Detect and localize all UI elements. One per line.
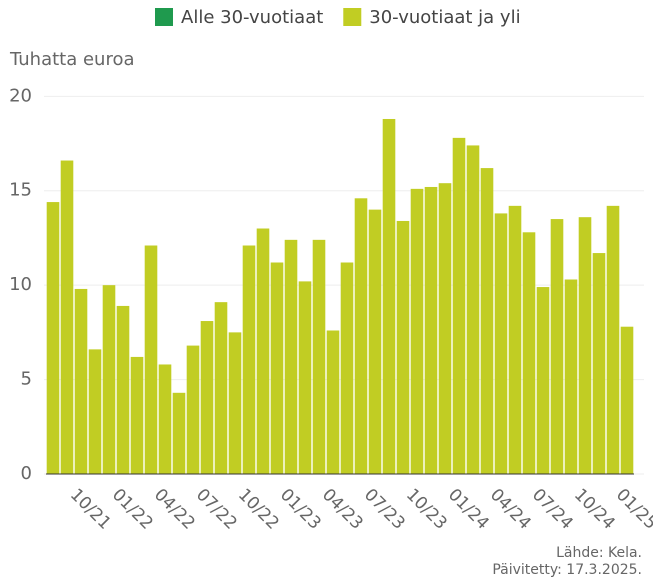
bar	[424, 186, 438, 474]
bar	[270, 262, 284, 474]
x-tick-label: 01/22	[108, 485, 157, 534]
bar	[74, 288, 88, 474]
bar	[326, 330, 340, 474]
x-tick-label: 10/24	[570, 485, 619, 534]
bar	[382, 118, 396, 474]
legend-label: Alle 30-vuotiaat	[181, 7, 323, 28]
bar	[214, 302, 228, 474]
bar	[158, 364, 172, 474]
bar	[522, 232, 536, 474]
y-tick-label: 0	[21, 463, 32, 484]
bar	[396, 220, 410, 474]
bar	[144, 245, 158, 474]
x-tick-label: 04/24	[486, 485, 535, 534]
bar	[228, 332, 242, 474]
bar	[620, 326, 634, 474]
legend-swatch	[343, 8, 362, 26]
bar	[102, 285, 116, 474]
bar	[46, 202, 60, 475]
x-tick-label: 04/22	[150, 485, 199, 534]
bar	[60, 160, 74, 475]
bar	[550, 219, 564, 474]
x-tick-label: 10/23	[402, 485, 451, 534]
bar	[340, 262, 354, 474]
bar	[368, 209, 382, 474]
bar	[564, 279, 578, 474]
bar	[452, 137, 466, 475]
bar	[284, 239, 298, 474]
x-tick-label: 01/23	[276, 485, 325, 534]
y-tick-label: 20	[9, 85, 32, 106]
bar	[172, 392, 186, 474]
bar	[494, 213, 508, 474]
legend-swatch	[155, 8, 173, 26]
updated: Päivitetty: 17.3.2025.	[492, 562, 642, 577]
x-tick-label: 07/22	[192, 485, 241, 534]
bar	[354, 198, 368, 474]
x-tick-label: 10/22	[234, 485, 283, 534]
bar	[508, 205, 522, 474]
bar	[578, 217, 592, 474]
x-tick-label: 01/25	[612, 485, 653, 534]
x-tick-label: 07/23	[360, 485, 409, 534]
bar	[466, 145, 480, 474]
x-tick-label: 10/21	[66, 485, 115, 534]
bar	[410, 188, 424, 474]
y-axis-title: Tuhatta euroa	[9, 49, 135, 70]
bar	[592, 253, 606, 474]
x-tick-label: 01/24	[444, 485, 493, 534]
bar	[88, 349, 102, 474]
y-tick-label: 10	[9, 274, 32, 295]
bar	[116, 305, 130, 474]
bar	[298, 281, 312, 474]
bar	[200, 321, 214, 474]
bar	[186, 345, 200, 474]
legend-label: 30-vuotiaat ja yli	[369, 7, 520, 28]
x-tick-label: 04/23	[318, 485, 367, 534]
bar	[480, 168, 494, 474]
source: Lähde: Kela.	[556, 545, 642, 561]
bar	[438, 183, 452, 474]
bar	[312, 239, 326, 474]
y-tick-label: 5	[21, 369, 32, 390]
bar	[606, 205, 620, 474]
bar	[536, 287, 550, 474]
x-tick-label: 07/24	[528, 485, 577, 534]
bar	[242, 245, 256, 474]
y-tick-label: 15	[9, 180, 32, 201]
bar	[130, 356, 144, 474]
bar	[256, 228, 270, 474]
